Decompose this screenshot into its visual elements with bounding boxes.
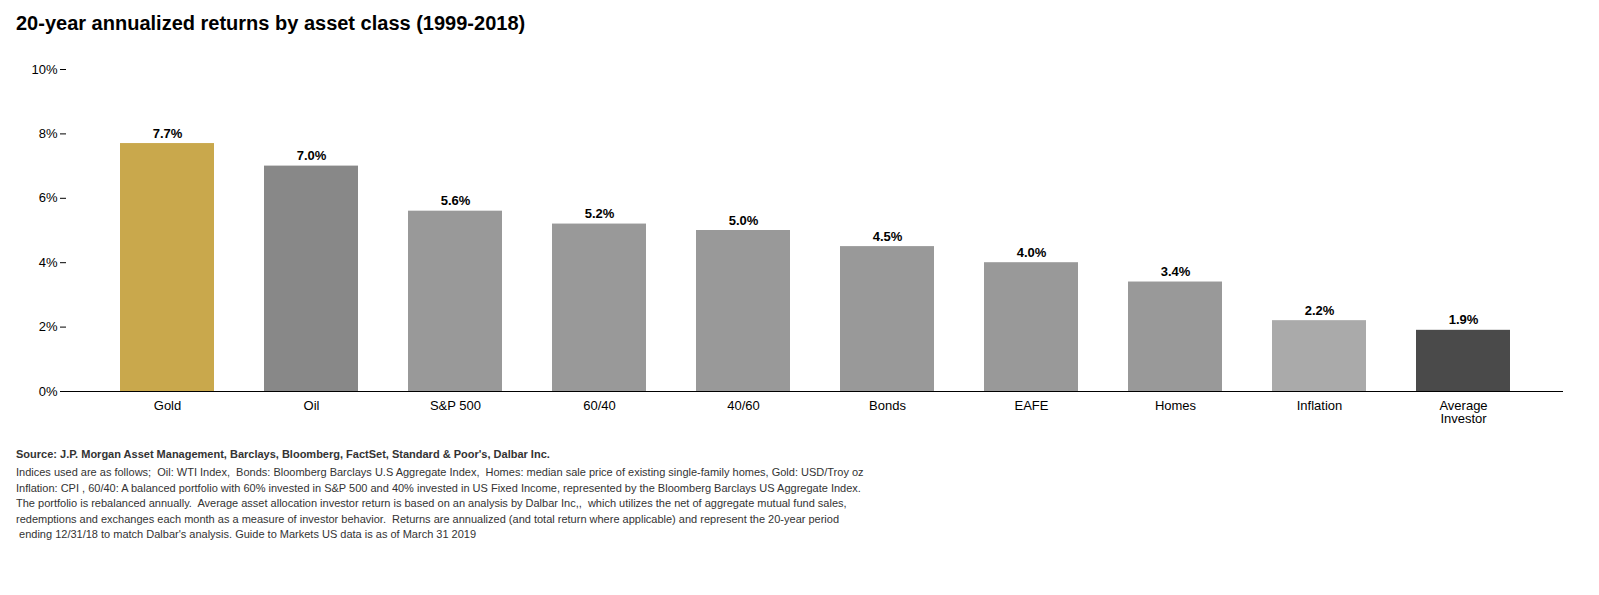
svg-text:Oil: Oil [304,398,320,413]
svg-text:5.2%: 5.2% [585,206,615,221]
svg-text:8%: 8% [39,126,58,141]
svg-text:6%: 6% [39,190,58,205]
svg-text:7.0%: 7.0% [297,148,327,163]
svg-text:S&P 500: S&P 500 [430,398,481,413]
svg-text:3.4%: 3.4% [1161,264,1191,279]
svg-text:60/40: 60/40 [583,398,616,413]
svg-text:Bonds: Bonds [869,398,906,413]
html-text:The portfolio is rebalanced an: The portfolio is rebalanced annually. Av… [16,497,847,510]
svg-text:AverageInvestor: AverageInvestor [1439,398,1487,426]
svg-text:4%: 4% [39,255,58,270]
svg-text:Inflation: Inflation [1297,398,1343,413]
html-text:Indices used are as follows; O: Indices used are as follows; Oil: WTI In… [16,466,864,479]
svg-text:5.6%: 5.6% [441,193,471,208]
svg-text:7.7%: 7.7% [153,126,183,141]
html-text:redemptions and exchanges each: redemptions and exchanges each month as … [16,512,840,525]
svg-text:EAFE: EAFE [1015,398,1049,413]
svg-text:1.9%: 1.9% [1449,312,1479,327]
svg-text:5.0%: 5.0% [729,213,759,228]
svg-text:40/60: 40/60 [727,398,760,413]
svg-text:4.5%: 4.5% [873,229,903,244]
html-text:20-year annualized returns by: 20-year annualized returns by asset clas… [16,12,526,34]
svg-text:Homes: Homes [1155,398,1197,413]
svg-text:2.2%: 2.2% [1305,303,1335,318]
svg-text:10%: 10% [31,62,57,77]
svg-text:4.0%: 4.0% [1017,245,1047,260]
svg-text:0%: 0% [39,384,58,399]
html-text:Source: J.P. Morgan Asset Mana: Source: J.P. Morgan Asset Management, Ba… [16,448,550,460]
svg-text:Gold: Gold [154,398,181,413]
html-text:ending 12/31/18 to match Dalba: ending 12/31/18 to match Dalbar's analys… [16,528,477,540]
svg-text:2%: 2% [39,319,58,334]
html-text:Inflation: CPI , 60/40: A bala: Inflation: CPI , 60/40: A balanced portf… [16,481,861,494]
